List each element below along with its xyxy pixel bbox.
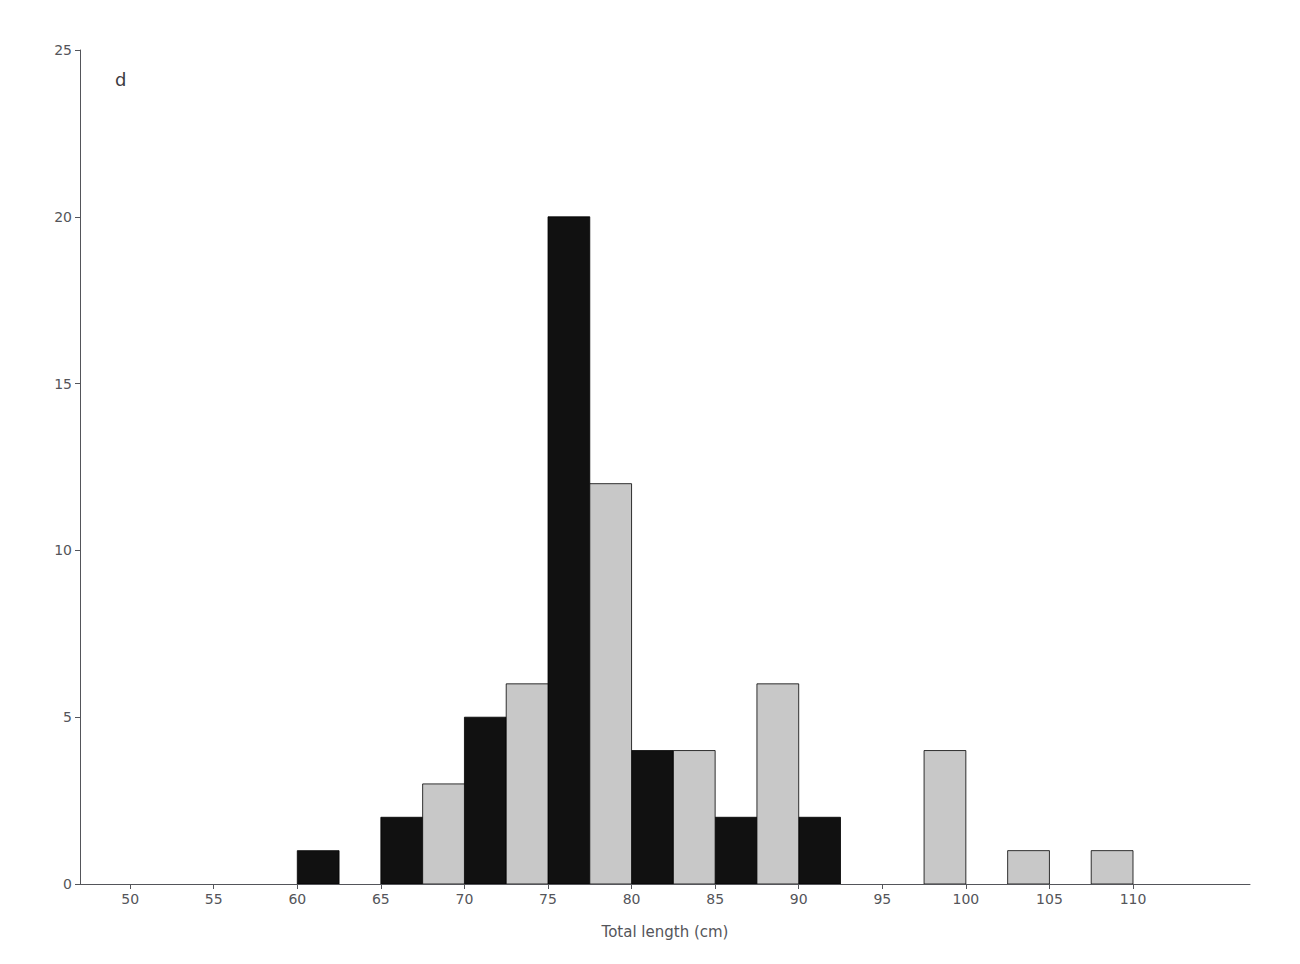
svg-text:110: 110: [1120, 891, 1147, 907]
svg-text:85: 85: [706, 891, 724, 907]
svg-text:5: 5: [63, 709, 72, 725]
svg-text:55: 55: [205, 891, 223, 907]
svg-text:10: 10: [54, 542, 72, 558]
svg-text:105: 105: [1036, 891, 1063, 907]
svg-text:15: 15: [54, 376, 72, 392]
svg-text:0: 0: [63, 876, 72, 892]
svg-text:75: 75: [539, 891, 557, 907]
svg-text:90: 90: [790, 891, 808, 907]
svg-text:80: 80: [623, 891, 641, 907]
svg-text:65: 65: [372, 891, 390, 907]
svg-text:50: 50: [121, 891, 139, 907]
svg-text:100: 100: [952, 891, 979, 907]
svg-text:Total length (cm): Total length (cm): [601, 923, 729, 941]
svg-text:25: 25: [54, 42, 72, 58]
svg-text:d: d: [115, 69, 126, 90]
svg-text:20: 20: [54, 209, 72, 225]
svg-text:95: 95: [873, 891, 891, 907]
svg-text:70: 70: [456, 891, 474, 907]
svg-text:60: 60: [288, 891, 306, 907]
